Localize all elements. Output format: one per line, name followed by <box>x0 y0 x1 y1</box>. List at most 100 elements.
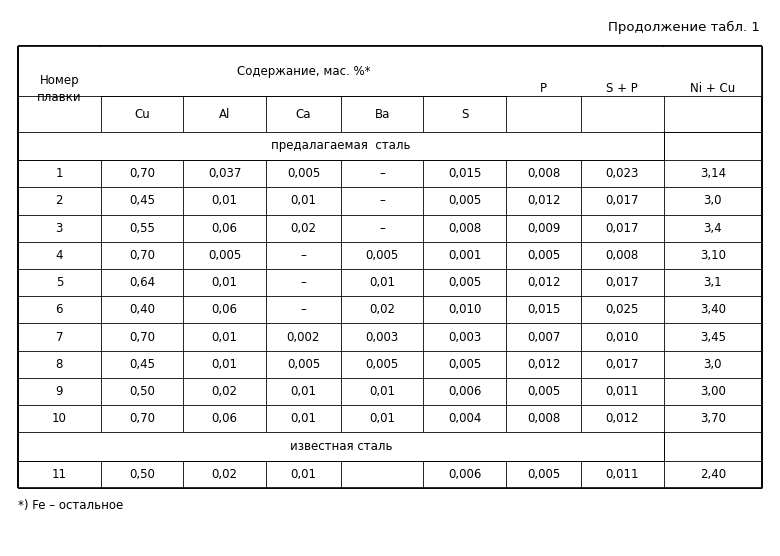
Text: 0,003: 0,003 <box>448 330 481 344</box>
Text: S: S <box>461 107 469 121</box>
Text: 3,0: 3,0 <box>704 195 722 207</box>
Text: 3,14: 3,14 <box>700 167 726 180</box>
Text: –: – <box>379 167 385 180</box>
Text: 0,50: 0,50 <box>129 385 155 398</box>
Text: 5: 5 <box>55 276 63 289</box>
Text: 0,01: 0,01 <box>290 195 317 207</box>
Text: 2,40: 2,40 <box>700 468 726 481</box>
Bar <box>19 432 663 461</box>
Text: 0,01: 0,01 <box>211 358 238 371</box>
Text: 0,01: 0,01 <box>290 385 317 398</box>
Text: 0,02: 0,02 <box>369 303 395 316</box>
Text: 0,64: 0,64 <box>129 276 155 289</box>
Text: 3,70: 3,70 <box>700 412 726 425</box>
Text: –: – <box>300 276 307 289</box>
Text: 7: 7 <box>55 330 63 344</box>
Text: 0,006: 0,006 <box>448 468 481 481</box>
Text: 0,005: 0,005 <box>366 249 399 262</box>
Text: 0,02: 0,02 <box>211 385 238 398</box>
Text: Al: Al <box>219 107 230 121</box>
Text: 0,01: 0,01 <box>369 276 395 289</box>
Text: 0,45: 0,45 <box>129 195 155 207</box>
Text: Продолжение табл. 1: Продолжение табл. 1 <box>608 21 760 34</box>
Text: 0,017: 0,017 <box>605 195 639 207</box>
Text: 0,008: 0,008 <box>605 249 639 262</box>
Text: 0,017: 0,017 <box>605 222 639 235</box>
Text: 0,003: 0,003 <box>366 330 399 344</box>
Text: 0,06: 0,06 <box>211 222 238 235</box>
Text: 0,005: 0,005 <box>287 358 320 371</box>
Text: 2: 2 <box>55 195 63 207</box>
Text: 0,01: 0,01 <box>369 412 395 425</box>
Text: Содержание, мас. %*: Содержание, мас. %* <box>236 64 370 78</box>
Text: 11: 11 <box>51 468 67 481</box>
Text: 0,037: 0,037 <box>208 167 241 180</box>
Text: 0,008: 0,008 <box>527 412 560 425</box>
Bar <box>664 46 762 97</box>
Text: 0,017: 0,017 <box>605 276 639 289</box>
Text: известная сталь: известная сталь <box>289 440 392 453</box>
Text: –: – <box>300 303 307 316</box>
Text: Ni + Cu: Ni + Cu <box>690 82 736 95</box>
Text: предалагаемая  сталь: предалагаемая сталь <box>271 140 410 152</box>
Text: 0,011: 0,011 <box>605 385 639 398</box>
Text: 0,009: 0,009 <box>526 222 560 235</box>
Text: 0,025: 0,025 <box>605 303 639 316</box>
Text: 0,01: 0,01 <box>290 468 317 481</box>
Text: 0,005: 0,005 <box>448 358 481 371</box>
Text: 3,40: 3,40 <box>700 303 726 316</box>
Text: 0,55: 0,55 <box>129 222 155 235</box>
Text: 0,007: 0,007 <box>526 330 560 344</box>
Text: 0,005: 0,005 <box>448 195 481 207</box>
Text: 0,015: 0,015 <box>448 167 481 180</box>
Text: 8: 8 <box>55 358 63 371</box>
Text: 0,005: 0,005 <box>527 468 560 481</box>
Text: S + P: S + P <box>606 82 638 95</box>
Bar <box>581 46 663 97</box>
Text: 0,005: 0,005 <box>366 358 399 371</box>
Text: 3: 3 <box>55 222 63 235</box>
Text: 1: 1 <box>55 167 63 180</box>
Text: 6: 6 <box>55 303 63 316</box>
Text: –: – <box>300 249 307 262</box>
Text: 0,70: 0,70 <box>129 249 155 262</box>
Text: P: P <box>540 82 547 95</box>
Text: 0,012: 0,012 <box>526 195 560 207</box>
Text: 0,005: 0,005 <box>208 249 241 262</box>
Text: 0,06: 0,06 <box>211 303 238 316</box>
Text: 0,02: 0,02 <box>290 222 317 235</box>
Text: 0,015: 0,015 <box>526 303 560 316</box>
Text: –: – <box>379 222 385 235</box>
Text: 10: 10 <box>52 412 67 425</box>
Text: 0,005: 0,005 <box>527 249 560 262</box>
Text: Номер
плавки: Номер плавки <box>37 74 82 104</box>
Text: 0,005: 0,005 <box>287 167 320 180</box>
Text: 9: 9 <box>55 385 63 398</box>
Text: 0,70: 0,70 <box>129 330 155 344</box>
Text: 0,012: 0,012 <box>526 358 560 371</box>
Text: 3,10: 3,10 <box>700 249 726 262</box>
Text: 0,45: 0,45 <box>129 358 155 371</box>
Bar <box>101 46 505 97</box>
Text: 0,006: 0,006 <box>448 385 481 398</box>
Text: 0,008: 0,008 <box>527 167 560 180</box>
Text: 0,012: 0,012 <box>605 412 639 425</box>
Text: 3,00: 3,00 <box>700 385 725 398</box>
Text: 0,004: 0,004 <box>448 412 481 425</box>
Text: 0,40: 0,40 <box>129 303 155 316</box>
Text: 0,005: 0,005 <box>527 385 560 398</box>
Bar <box>506 46 580 97</box>
Text: 0,06: 0,06 <box>211 412 238 425</box>
Text: 0,01: 0,01 <box>211 195 238 207</box>
Text: Ca: Ca <box>296 107 311 121</box>
Text: 3,45: 3,45 <box>700 330 726 344</box>
Text: 3,0: 3,0 <box>704 358 722 371</box>
Text: 0,002: 0,002 <box>287 330 320 344</box>
Text: –: – <box>379 195 385 207</box>
Text: 0,012: 0,012 <box>526 276 560 289</box>
Text: Ba: Ba <box>374 107 390 121</box>
Text: 0,01: 0,01 <box>211 330 238 344</box>
Bar <box>19 132 663 160</box>
Text: 0,01: 0,01 <box>290 412 317 425</box>
Text: 0,017: 0,017 <box>605 358 639 371</box>
